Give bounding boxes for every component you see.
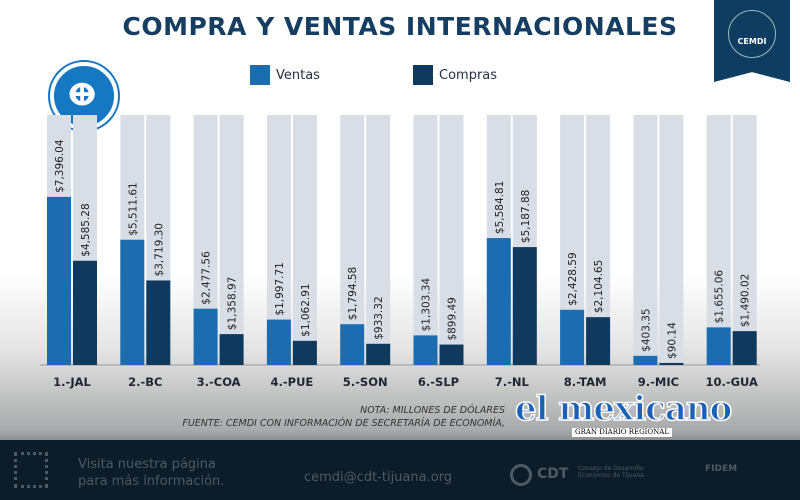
chart-title: COMPRA Y VENTAS INTERNACIONALES: [122, 12, 678, 41]
footer: Visita nuestra página para más informaci…: [0, 440, 800, 500]
category-label: 3.-COA: [197, 375, 241, 389]
bar-compras: [292, 340, 317, 365]
data-label: $1,303.34: [421, 278, 433, 332]
watermark-subtitle: GRAN DIARIO REGIONAL: [572, 428, 673, 437]
bar-background: [659, 115, 684, 365]
data-label: $3,719.30: [153, 223, 165, 276]
data-label: $4,585.28: [80, 203, 92, 256]
bar-ventas: [486, 238, 511, 365]
bar-compras: [219, 334, 244, 365]
data-label: $1,997.71: [274, 262, 286, 315]
cdt-logo: CDT: [537, 466, 569, 482]
category-label: 6.-SLP: [418, 375, 459, 389]
data-label: $2,477.56: [201, 251, 213, 305]
data-label: $1,490.02: [740, 274, 752, 327]
category-label: 4.-PUE: [271, 375, 314, 389]
data-label: $90.14: [666, 322, 678, 359]
bar-background: [732, 115, 757, 365]
bar-background: [366, 115, 391, 365]
bar-ventas: [413, 335, 438, 365]
data-label: $5,187.88: [520, 190, 532, 243]
bar-compras: [732, 331, 757, 365]
category-label: 8.-TAM: [564, 375, 607, 389]
bar-compras: [512, 247, 537, 365]
bar-background: [706, 115, 731, 365]
bar-ventas: [120, 239, 145, 365]
cdt-logo-icon: [510, 464, 532, 486]
data-label: $7,396.04: [54, 139, 66, 193]
chart-note: NOTA: MILLONES DE DÓLARES: [360, 405, 505, 416]
cdt-subtitle: Consejo de Desarrollo Económico de Tijua…: [578, 465, 644, 479]
bar-compras: [146, 280, 171, 365]
data-label: $1,794.58: [347, 267, 359, 320]
data-label: $933.32: [373, 296, 385, 339]
bar-compras: [586, 317, 611, 365]
bar-ventas: [193, 308, 218, 365]
bar-compras: [439, 344, 464, 365]
visit-text: Visita nuestra página: [78, 457, 216, 472]
data-label: $1,358.97: [227, 277, 239, 330]
bar-background: [340, 115, 365, 365]
data-label: $1,062.91: [300, 283, 312, 336]
bar-background: [413, 115, 438, 365]
data-label: $2,104.65: [593, 260, 605, 313]
legend-ventas: Ventas: [250, 65, 320, 85]
category-label: 1.-JAL: [53, 375, 91, 389]
data-label: $403.35: [640, 308, 652, 351]
data-label: $1,655.06: [714, 270, 726, 324]
qr-code-icon: [14, 452, 48, 488]
category-label: 9.-MIC: [638, 375, 679, 389]
fidem-logo: FIDEM: [705, 464, 738, 474]
bar-ventas: [706, 327, 731, 365]
chart-source: FUENTE: CEMDI CON INFORMACIÓN DE SECRETA…: [182, 418, 505, 429]
bar-compras: [366, 343, 391, 365]
data-label: $899.49: [447, 297, 459, 340]
bar-ventas: [340, 324, 365, 365]
data-label: $5,584.81: [494, 181, 506, 234]
email-link[interactable]: cemdi@cdt-tijuana.org: [304, 470, 453, 485]
category-label: 2.-BC: [128, 375, 162, 389]
cemdi-badge-logo: CEMDI: [714, 0, 790, 82]
bar-background: [292, 115, 317, 365]
bar-background: [219, 115, 244, 365]
legend-compras: Compras: [413, 65, 497, 85]
bar-background: [633, 115, 658, 365]
bar-background: [439, 115, 464, 365]
visit-text-2: para más información.: [78, 474, 225, 489]
bar-ventas: [266, 319, 291, 365]
bar-compras: [73, 260, 97, 365]
bar-ventas: [560, 309, 585, 365]
el-mexicano-watermark: el mexicano: [514, 389, 733, 429]
bar-compras: [659, 362, 684, 365]
data-label: $2,428.59: [567, 252, 579, 305]
category-label: 5.-SON: [343, 375, 388, 389]
category-label: 7.-NL: [495, 375, 530, 389]
category-label: 10.-GUA: [705, 375, 758, 389]
data-label: $5,511.61: [127, 182, 139, 235]
bar-ventas: [633, 355, 658, 365]
bar-ventas: [47, 196, 71, 365]
